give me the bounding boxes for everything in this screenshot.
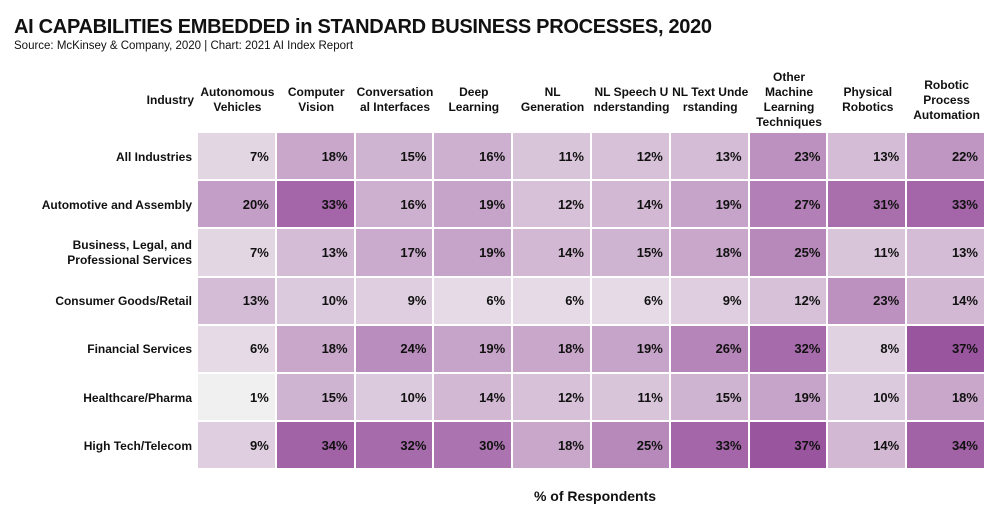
heatmap-cell: 18% <box>670 229 748 276</box>
heatmap-cell: 34% <box>907 422 984 469</box>
heatmap-cell: 18% <box>907 374 984 421</box>
heatmap-cell: 10% <box>276 277 354 324</box>
row-label: Healthcare/Pharma <box>83 390 192 405</box>
heatmap-cell: 32% <box>355 422 433 469</box>
heatmap-cell: 15% <box>355 133 433 180</box>
heatmap-cell: 37% <box>749 422 827 469</box>
heatmap-cell: 24% <box>355 325 433 372</box>
chart-subtitle: Source: McKinsey & Company, 2020 | Chart… <box>14 40 354 52</box>
heatmap-cell: 12% <box>592 133 669 180</box>
row-label: All Industries <box>115 149 192 164</box>
heatmap-cell: 22% <box>907 133 984 180</box>
heatmap-cell: 19% <box>670 181 748 228</box>
heatmap-cell: 7% <box>198 229 275 276</box>
heatmap-cell: 17% <box>355 229 433 276</box>
heatmap-cell: 31% <box>828 181 906 228</box>
heatmap-cell: 32% <box>749 325 827 372</box>
heatmap-cell: 25% <box>749 229 827 276</box>
heatmap-cell: 9% <box>355 277 433 324</box>
column-header: Computer Vision <box>287 85 345 114</box>
heatmap-cell: 6% <box>592 277 669 324</box>
x-axis-label: % of Respondents <box>533 488 657 504</box>
heatmap-cell: 14% <box>434 374 512 421</box>
heatmap-cell: 14% <box>907 277 984 324</box>
heatmap-cell: 23% <box>749 133 827 180</box>
heatmap-cell: 11% <box>592 374 669 421</box>
heatmap-cell: 18% <box>513 325 590 372</box>
heatmap-cell: 18% <box>276 133 354 180</box>
heatmap-cell: 19% <box>434 181 512 228</box>
heatmap-cell: 26% <box>670 325 748 372</box>
heatmap-cell: 11% <box>828 229 906 276</box>
heatmap-cell: 19% <box>749 374 827 421</box>
heatmap-cell: 18% <box>513 422 590 469</box>
heatmap-cell: 11% <box>513 133 590 180</box>
heatmap-cell: 14% <box>828 422 906 469</box>
heatmap-cell: 18% <box>276 325 354 372</box>
chart-title: AI CAPABILITIES EMBEDDED in STANDARD BUS… <box>14 16 712 38</box>
heatmap-cell: 15% <box>670 374 748 421</box>
heatmap-cell: 8% <box>828 325 906 372</box>
heatmap-cell: 33% <box>276 181 354 228</box>
heatmap-cell: 30% <box>434 422 512 469</box>
heatmap-cell: 1% <box>198 374 275 421</box>
heatmap-cell: 15% <box>276 374 354 421</box>
heatmap-cell: 33% <box>670 422 748 469</box>
heatmap-cell: 12% <box>513 181 590 228</box>
column-header: NL Speech U nderstanding <box>593 85 670 114</box>
column-header: Robotic Process Automation <box>913 77 980 122</box>
heatmap-cell: 13% <box>198 277 275 324</box>
heatmap-cell: 10% <box>355 374 433 421</box>
column-header: NL Generation <box>520 85 585 114</box>
heatmap-cell: 13% <box>276 229 354 276</box>
heatmap-cell: 9% <box>198 422 275 469</box>
heatmap-cell: 19% <box>434 325 512 372</box>
row-header: Industry <box>146 92 194 107</box>
heatmap-cell: 37% <box>907 325 984 372</box>
heatmap-cell: 33% <box>907 181 984 228</box>
heatmap-cell: 23% <box>828 277 906 324</box>
heatmap-cell: 9% <box>670 277 748 324</box>
heatmap-cell: 13% <box>670 133 748 180</box>
column-header: NL Text Unde rstanding <box>672 85 749 114</box>
column-header: Other Machine Learning Techniques <box>756 70 822 129</box>
heatmap-cell: 6% <box>513 277 590 324</box>
heatmap-cell: 12% <box>513 374 590 421</box>
row-label: Consumer Goods/Retail <box>55 294 192 309</box>
heatmap-cell: 19% <box>434 229 512 276</box>
heatmap-cell: 16% <box>434 133 512 180</box>
heatmap-cell: 25% <box>592 422 669 469</box>
heatmap-cell: 13% <box>907 229 984 276</box>
heatmap-cell: 10% <box>828 374 906 421</box>
heatmap-cell: 34% <box>276 422 354 469</box>
column-header: Physical Robotics <box>842 85 894 114</box>
heatmap-cell: 13% <box>828 133 906 180</box>
column-header: Deep Learning <box>448 85 500 114</box>
row-label: Automotive and Assembly <box>41 197 192 212</box>
heatmap-cell: 19% <box>592 325 669 372</box>
heatmap-cell: 16% <box>355 181 433 228</box>
heatmap-cell: 7% <box>198 133 275 180</box>
heatmap-cell: 27% <box>749 181 827 228</box>
heatmap-cell: 20% <box>198 181 275 228</box>
heatmap-cell: 6% <box>198 325 275 372</box>
heatmap-cell: 12% <box>749 277 827 324</box>
row-label: Business, Legal, and Professional Servic… <box>67 238 192 268</box>
row-label: Financial Services <box>87 342 192 357</box>
heatmap-cell: 15% <box>592 229 669 276</box>
column-header: Autonomous Vehicles <box>200 85 275 114</box>
heatmap-cell: 6% <box>434 277 512 324</box>
row-label: High Tech/Telecom <box>83 438 192 453</box>
heatmap-cell: 14% <box>513 229 590 276</box>
heatmap-cell: 14% <box>592 181 669 228</box>
column-header: Conversation al Interfaces <box>356 85 434 114</box>
